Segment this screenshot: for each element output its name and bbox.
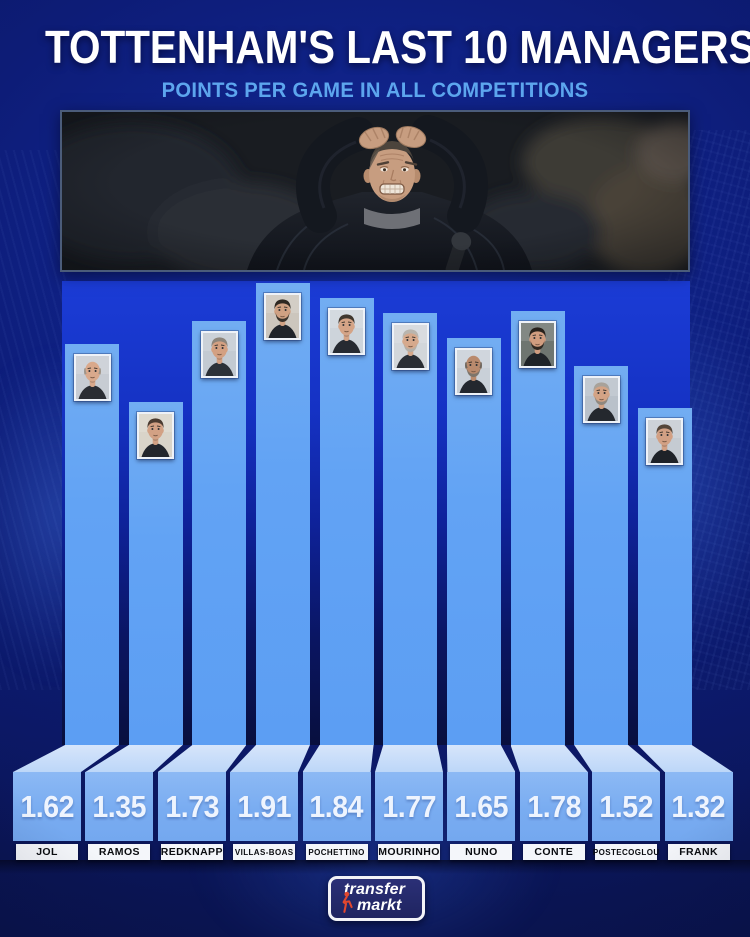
- bar-label-redknapp: REDKNAPP: [160, 844, 223, 860]
- bar-pochettino: [319, 297, 374, 745]
- manager-photo-nuno: [455, 348, 493, 396]
- bar-value-block-villas-boas: 1.91: [230, 772, 299, 841]
- bar-value-block-mourinho: 1.77: [375, 772, 443, 841]
- player-icon: [342, 891, 353, 913]
- logo-line2: markt: [331, 891, 422, 914]
- manager-photo-redknapp: [200, 331, 238, 379]
- bar-conte: [510, 310, 565, 745]
- bar-villas-boas: [255, 283, 310, 745]
- bar-value-redknapp: 1.73: [164, 788, 219, 824]
- bar-label-villas-boas: VILLAS-BOAS: [233, 844, 296, 860]
- bar-label-frank: FRANK: [667, 844, 730, 860]
- manager-photo-postecoglou: [582, 375, 620, 423]
- bar-mourinho: [383, 312, 438, 745]
- manager-photo-mourinho: [391, 322, 429, 370]
- bar-top-face-pochettino: [302, 745, 374, 772]
- bar-top-face-conte: [510, 745, 588, 772]
- bar-value-postecoglou: 1.52: [599, 788, 654, 824]
- bar-label-pochettino: POCHETTINO: [305, 844, 368, 860]
- bar-value-pochettino: 1.84: [309, 788, 364, 824]
- logo-text-markt: markt: [357, 897, 402, 914]
- bar-nuno: [446, 338, 501, 745]
- transfermarkt-logo: transfer markt: [328, 876, 425, 921]
- bar-value-block-pochettino: 1.84: [302, 772, 371, 841]
- bar-value-block-redknapp: 1.73: [157, 772, 226, 841]
- bar-value-block-conte: 1.78: [519, 772, 588, 841]
- bar-top-face-mourinho: [375, 745, 443, 772]
- manager-photo-ramos: [137, 411, 175, 459]
- manager-photo-pochettino: [328, 307, 366, 355]
- bar-label-jol: JOL: [16, 844, 78, 860]
- bar-value-block-frank: 1.32: [664, 772, 733, 841]
- bar-value-jol: 1.62: [20, 788, 74, 824]
- bar-top-face-nuno: [446, 745, 515, 772]
- bar-label-postecoglou: POSTECOGLOU: [593, 844, 659, 860]
- bar-value-block-ramos: 1.35: [85, 772, 154, 841]
- bar-value-villas-boas: 1.91: [237, 788, 292, 824]
- bar-value-frank: 1.32: [671, 788, 726, 824]
- bar-redknapp: [192, 321, 247, 745]
- bar-value-nuno: 1.65: [454, 788, 509, 824]
- bar-value-conte: 1.78: [526, 788, 581, 824]
- bar-value-block-nuno: 1.65: [447, 772, 516, 841]
- bar-value-mourinho: 1.77: [382, 788, 436, 824]
- bar-jol: [65, 344, 119, 745]
- bar-value-block-postecoglou: 1.52: [592, 772, 661, 841]
- manager-photo-frank: [646, 418, 684, 466]
- bar-label-ramos: RAMOS: [88, 844, 151, 860]
- bar-value-block-jol: 1.62: [13, 772, 81, 841]
- manager-photo-conte: [519, 320, 557, 368]
- bar-label-nuno: NUNO: [450, 844, 513, 860]
- bar-label-conte: CONTE: [522, 844, 585, 860]
- bar-value-ramos: 1.35: [92, 788, 147, 824]
- manager-photo-jol: [73, 354, 111, 402]
- bar-label-mourinho: MOURINHO: [378, 844, 440, 860]
- manager-photo-villas-boas: [264, 293, 302, 340]
